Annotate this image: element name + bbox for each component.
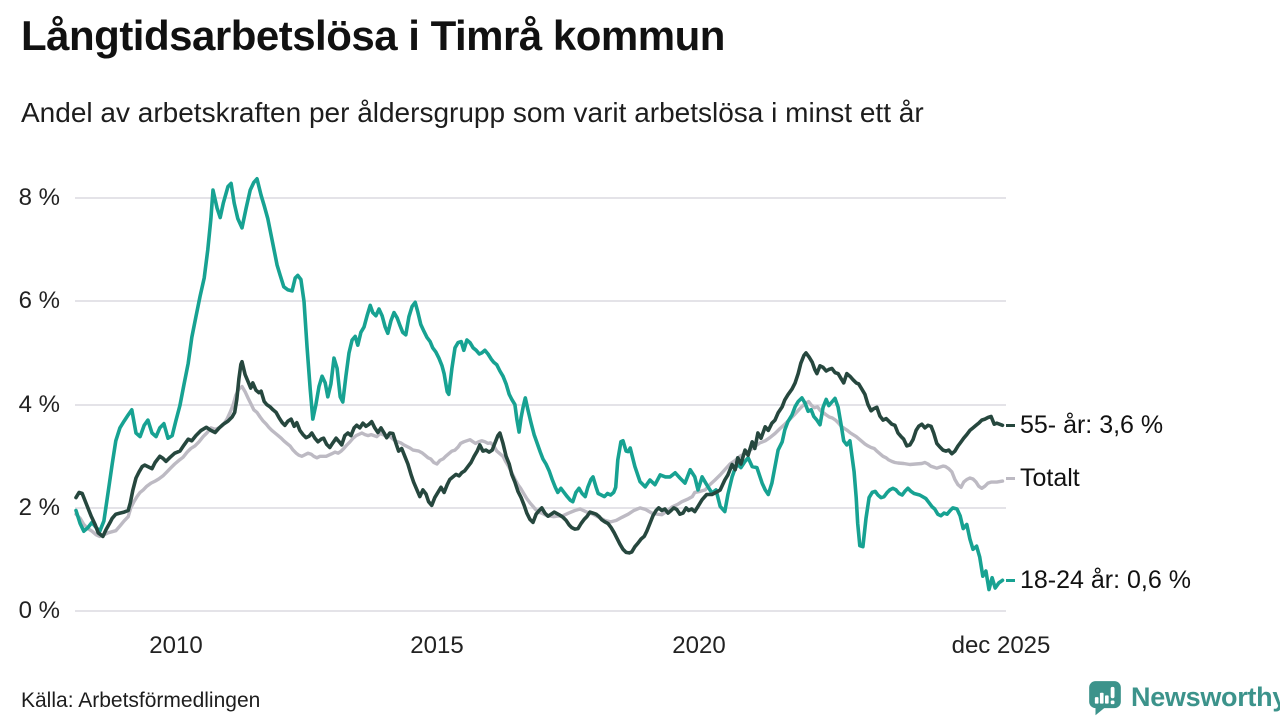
page-subtitle: Andel av arbetskraften per åldersgrupp s… <box>21 97 924 128</box>
end-label-connector-totalt <box>1006 476 1015 480</box>
x-tick-label-dec-2025: dec 2025 <box>951 632 1051 659</box>
gridline-0 <box>75 610 1006 612</box>
source-attribution: Källa: Arbetsförmedlingen <box>21 689 261 712</box>
end-label-55-ar: 55- år: 3,6 % <box>1006 411 1163 439</box>
end-label-totalt: Totalt <box>1006 464 1080 492</box>
end-label-text-55-ar: 55- år: 3,6 % <box>1020 410 1164 439</box>
y-tick-label-8: 8 % <box>18 184 60 211</box>
speech-bubble-bar-chart-icon <box>1089 681 1121 716</box>
x-tick-label-2010: 2010 <box>149 632 203 659</box>
y-tick-label-4: 4 % <box>18 391 60 418</box>
end-label-connector-55-ar <box>1006 423 1015 427</box>
y-tick-label-6: 6 % <box>18 287 60 314</box>
end-label-text-totalt: Totalt <box>1020 463 1080 492</box>
y-tick-label-0: 0 % <box>18 597 60 624</box>
gridline-8 <box>75 197 1006 199</box>
end-label-text-18-24-ar: 18-24 år: 0,6 % <box>1020 565 1191 594</box>
brand-name: Newsworthy <box>1131 681 1280 712</box>
y-tick-label-2: 2 % <box>18 494 60 521</box>
newsworthy-logo: Newsworthy <box>1086 678 1280 716</box>
x-tick-label-2015: 2015 <box>410 632 464 659</box>
x-tick-label-2020: 2020 <box>672 632 726 659</box>
gridline-2 <box>75 507 1006 509</box>
gridline-4 <box>75 404 1006 406</box>
page-title: Långtidsarbetslösa i Timrå kommun <box>21 12 725 59</box>
gridline-6 <box>75 300 1006 302</box>
end-label-connector-18-24-ar <box>1006 578 1015 582</box>
end-label-18-24-ar: 18-24 år: 0,6 % <box>1006 566 1191 594</box>
